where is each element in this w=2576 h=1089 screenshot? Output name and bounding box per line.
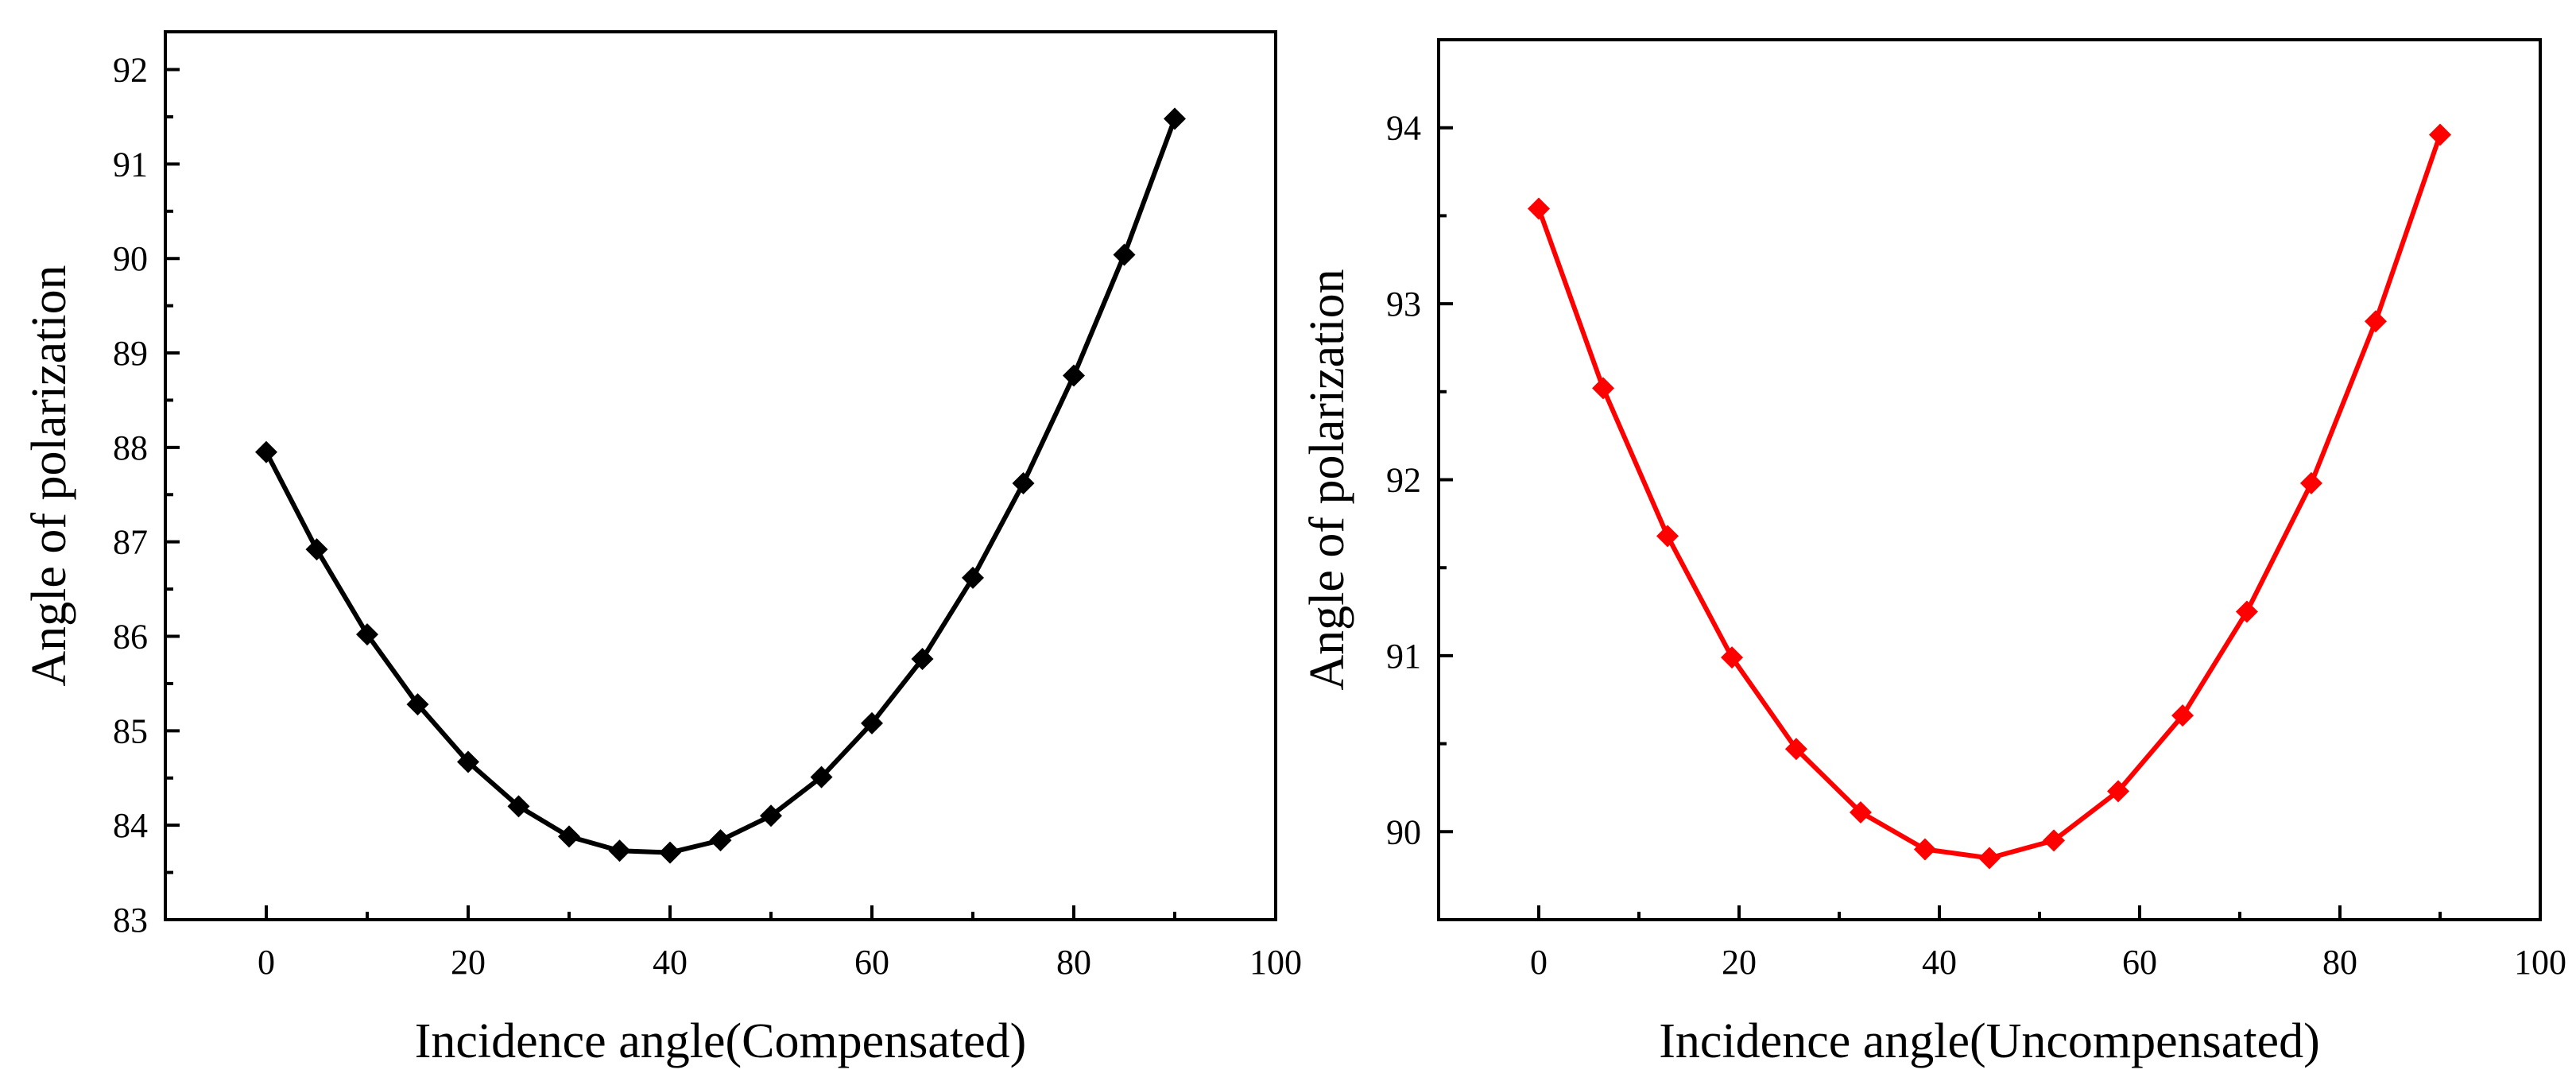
x-tick-label: 0 — [1530, 943, 1548, 982]
data-point — [2171, 704, 2194, 727]
y-tick-label: 83 — [113, 901, 148, 940]
data-point — [2235, 600, 2258, 623]
x-tick-label: 20 — [1722, 943, 1757, 982]
y-tick-label: 84 — [113, 806, 148, 845]
x-tick-label: 40 — [1922, 943, 1957, 982]
y-tick-label: 90 — [1386, 812, 1421, 851]
y-tick-label: 91 — [113, 145, 148, 184]
x-tick-label: 60 — [2122, 943, 2157, 982]
data-point — [406, 693, 429, 716]
data-point — [2043, 829, 2066, 852]
data-point — [356, 623, 378, 646]
x-tick-label: 0 — [258, 943, 275, 982]
data-point — [1164, 107, 1186, 130]
y-tick-label: 93 — [1386, 285, 1421, 324]
data-point — [1012, 472, 1035, 495]
x-axis-title: Incidence angle(Compensated) — [415, 1014, 1027, 1068]
y-tick-label: 85 — [113, 711, 148, 750]
data-point — [1113, 243, 1136, 266]
data-point — [1656, 525, 1679, 548]
data-point — [1978, 847, 2001, 870]
data-point — [1063, 364, 1085, 387]
data-point — [507, 795, 530, 818]
x-tick-label: 60 — [854, 943, 889, 982]
data-point — [305, 538, 328, 561]
plot-frame — [1437, 38, 2542, 921]
y-tick-label: 90 — [113, 239, 148, 278]
chart-uncompensated: 0 20 40 60 80 100 90 91 92 93 94 Incidence angle(Un… — [1300, 38, 2566, 1068]
data-point — [1721, 646, 1744, 669]
y-axis-title: Angle of polarization — [22, 265, 76, 686]
y-tick-label: 86 — [113, 618, 148, 657]
series-line-compensated — [264, 116, 1177, 855]
x-tick-label: 100 — [2514, 943, 2566, 982]
y-tick-label: 88 — [113, 428, 148, 467]
data-point — [760, 804, 782, 827]
data-point — [558, 825, 580, 848]
x-tick-label: 80 — [1056, 943, 1091, 982]
data-point — [962, 566, 984, 589]
data-point — [709, 829, 732, 852]
data-point — [861, 711, 883, 734]
data-point — [1849, 800, 1872, 824]
data-point — [1528, 197, 1550, 220]
data-point — [2299, 471, 2322, 494]
data-point — [659, 841, 681, 864]
data-point — [911, 648, 934, 671]
data-point — [608, 839, 631, 862]
x-tick-label: 100 — [1249, 943, 1302, 982]
data-point — [1592, 377, 1615, 400]
data-point — [1784, 738, 1807, 761]
data-point — [457, 750, 479, 773]
series-line-uncompensated — [1536, 132, 2442, 861]
x-axis-title: Incidence angle(Uncompensated) — [1659, 1014, 2319, 1068]
data-point — [2107, 780, 2130, 803]
plot-frame — [164, 30, 1277, 921]
data-point — [1913, 838, 1936, 861]
data-point — [810, 765, 833, 789]
chart-compensated: 0 20 40 60 80 100 83 84 85 86 87 88 89 90 91 92 Incidenc… — [22, 30, 1302, 1068]
data-point — [2429, 123, 2451, 146]
data-point — [2364, 310, 2387, 333]
y-tick-label: 87 — [113, 523, 148, 562]
y-tick-label: 91 — [1386, 637, 1421, 676]
y-axis-title: Angle of polarization — [1300, 269, 1354, 690]
y-tick-label: 94 — [1386, 109, 1421, 148]
y-tick-label: 89 — [113, 334, 148, 373]
data-point — [255, 440, 277, 463]
x-tick-label: 20 — [451, 943, 486, 982]
x-tick-label: 80 — [2322, 943, 2357, 982]
x-tick-label: 40 — [653, 943, 688, 982]
y-tick-label: 92 — [1386, 461, 1421, 500]
y-tick-label: 92 — [113, 51, 148, 90]
